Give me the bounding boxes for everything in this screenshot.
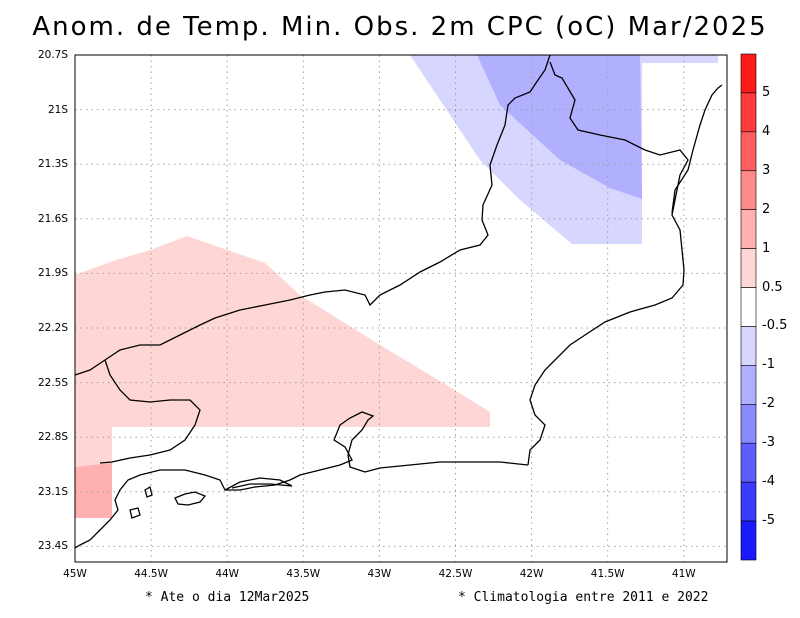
longitude-label: 41.5W	[590, 568, 625, 580]
colorbar-label: 5	[762, 84, 771, 100]
state-border-north	[74, 54, 551, 376]
colorbar-segment	[740, 287, 757, 327]
latitude-label: 22.8S	[37, 431, 68, 444]
longitude-label: 42.5W	[438, 568, 473, 580]
colorbar	[740, 53, 757, 561]
longitude-label: 44.5W	[134, 568, 168, 580]
colorbar-segment	[740, 248, 757, 288]
colorbar-label: -0.5	[762, 318, 788, 334]
colorbar-label: -1	[762, 357, 775, 373]
note-climatology: * Climatologia entre 2011 e 2022	[458, 590, 709, 605]
map-title: Anom. de Temp. Min. Obs. 2m CPC (oC) Mar…	[32, 12, 768, 42]
colorbar-segment	[740, 326, 757, 366]
colorbar-segment	[740, 131, 757, 172]
longitude-label: 41W	[671, 568, 696, 580]
latitude-label: 22.2S	[37, 322, 68, 334]
latitude-label: 21.6S	[37, 212, 68, 225]
latitude-label: 21.9S	[37, 267, 68, 280]
longitude-label: 44W	[215, 568, 240, 580]
colorbar-segment	[740, 170, 757, 210]
colorbar-segment	[740, 520, 757, 561]
latitude-label: 20.7S	[37, 49, 68, 61]
colorbar-label: -3	[762, 435, 775, 451]
guanabara-and-south-coast	[74, 411, 529, 549]
colorbar-label: 3	[762, 162, 771, 178]
colorbar-segment	[740, 404, 757, 444]
positive-anomaly-region	[75, 236, 490, 518]
colorbar-label: -4	[762, 474, 775, 490]
colorbar-label: 1	[762, 240, 771, 256]
colorbar-segment	[740, 209, 757, 249]
colorbar-label: -2	[762, 396, 775, 412]
colorbar-label: 4	[762, 123, 771, 139]
colorbar-label: 0.5	[762, 279, 783, 295]
latitude-label: 22.5S	[37, 376, 68, 389]
sepetiba-bay	[224, 477, 293, 491]
longitude-label: 45W	[63, 568, 87, 580]
colorbar-segment	[740, 53, 757, 94]
colorbar-label: 2	[762, 201, 771, 217]
coastlines-and-borders	[74, 54, 723, 549]
positive-anomaly-region-strong	[75, 463, 112, 518]
colorbar-label: -5	[762, 513, 775, 529]
northeast-coast	[671, 84, 723, 214]
latitude-label: 21.3S	[37, 158, 68, 171]
state-border-southwest	[99, 359, 201, 464]
coastal-islands	[129, 485, 153, 519]
colorbar-segment	[740, 442, 757, 483]
latitude-label: 23.1S	[37, 485, 68, 498]
longitude-label: 42W	[519, 568, 544, 580]
colorbar-segment	[740, 365, 757, 405]
plot-frame	[74, 54, 728, 563]
colorbar-segment	[740, 92, 757, 133]
negative-anomaly-region-strong	[477, 55, 642, 199]
latitude-label: 23.4S	[37, 540, 68, 553]
note-date: * Ate o dia 12Mar2025	[145, 590, 310, 605]
colorbar-segment	[740, 481, 757, 522]
latitude-label: 21S	[47, 103, 68, 116]
longitude-label: 43.5W	[286, 568, 321, 580]
island-ilha-grande	[174, 491, 207, 506]
anomaly-shading	[75, 55, 718, 518]
longitude-label: 43W	[367, 568, 392, 580]
state-border-east	[527, 61, 689, 466]
